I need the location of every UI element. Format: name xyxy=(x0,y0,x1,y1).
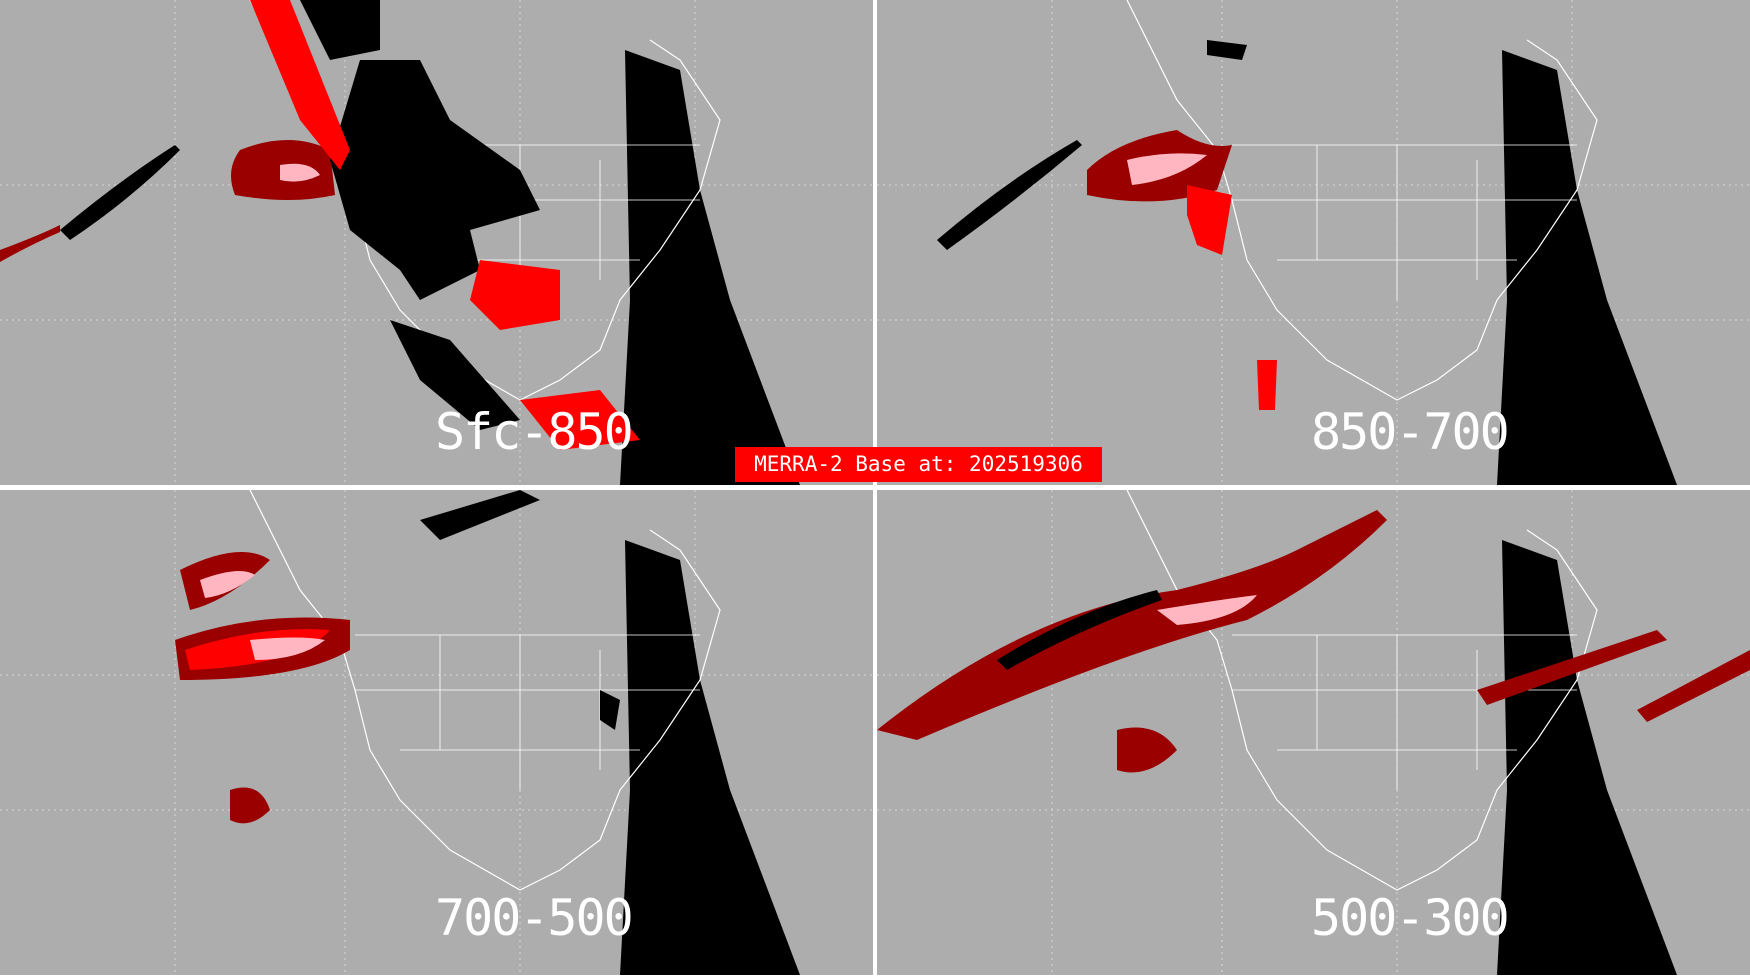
mask-humidity-region xyxy=(600,690,620,730)
state-borders xyxy=(1232,634,1577,790)
night-mask-region xyxy=(620,50,800,485)
high-humidity-region xyxy=(520,390,640,450)
high-humidity-region xyxy=(1187,185,1232,255)
low-humidity-region xyxy=(280,163,320,182)
panel-label: Sfc-850 xyxy=(435,403,634,461)
coastline xyxy=(249,490,721,891)
mask-humidity-region xyxy=(1207,40,1247,60)
coastline xyxy=(1126,490,1598,891)
panel-850-700: 850-700 xyxy=(877,0,1750,485)
medium-humidity-region xyxy=(1637,650,1750,722)
panel-sfc-850: Sfc-850 xyxy=(0,0,873,485)
panel-500-300: 500-300 xyxy=(877,490,1750,975)
mask-humidity-region xyxy=(997,590,1162,670)
state-borders xyxy=(355,634,700,790)
map-700-500 xyxy=(0,490,873,975)
map-sfc-850 xyxy=(0,0,873,485)
mask-humidity-region xyxy=(390,320,520,430)
medium-humidity-region xyxy=(877,510,1387,740)
map-500-300 xyxy=(877,490,1750,975)
low-humidity-region xyxy=(1157,595,1257,625)
mask-humidity-region xyxy=(330,60,540,300)
low-humidity-region xyxy=(200,571,255,598)
mask-humidity-region xyxy=(60,145,180,240)
panel-label: 500-300 xyxy=(1311,889,1510,947)
low-humidity-region xyxy=(1127,153,1207,185)
medium-humidity-region xyxy=(0,225,60,262)
base-time-banner: MERRA-2 Base at: 202519306 xyxy=(735,447,1102,482)
medium-humidity-region xyxy=(230,787,270,824)
map-850-700 xyxy=(877,0,1750,485)
mask-humidity-region xyxy=(937,140,1082,250)
medium-humidity-region xyxy=(1477,630,1667,705)
high-humidity-region xyxy=(1257,360,1277,410)
mask-humidity-region xyxy=(300,0,380,60)
low-humidity-region xyxy=(250,637,325,660)
night-mask-region xyxy=(1497,540,1677,975)
panel-label: 700-500 xyxy=(435,889,634,947)
medium-humidity-region xyxy=(1117,727,1177,773)
night-mask-region xyxy=(620,540,800,975)
coastline xyxy=(1126,0,1598,401)
panel-700-500: 700-500 xyxy=(0,490,873,975)
night-mask-region xyxy=(1497,50,1677,485)
high-humidity-region xyxy=(250,0,350,170)
high-humidity-region xyxy=(470,260,560,330)
panel-label: 850-700 xyxy=(1311,403,1510,461)
mask-humidity-region xyxy=(420,490,540,540)
state-borders xyxy=(1232,144,1577,300)
